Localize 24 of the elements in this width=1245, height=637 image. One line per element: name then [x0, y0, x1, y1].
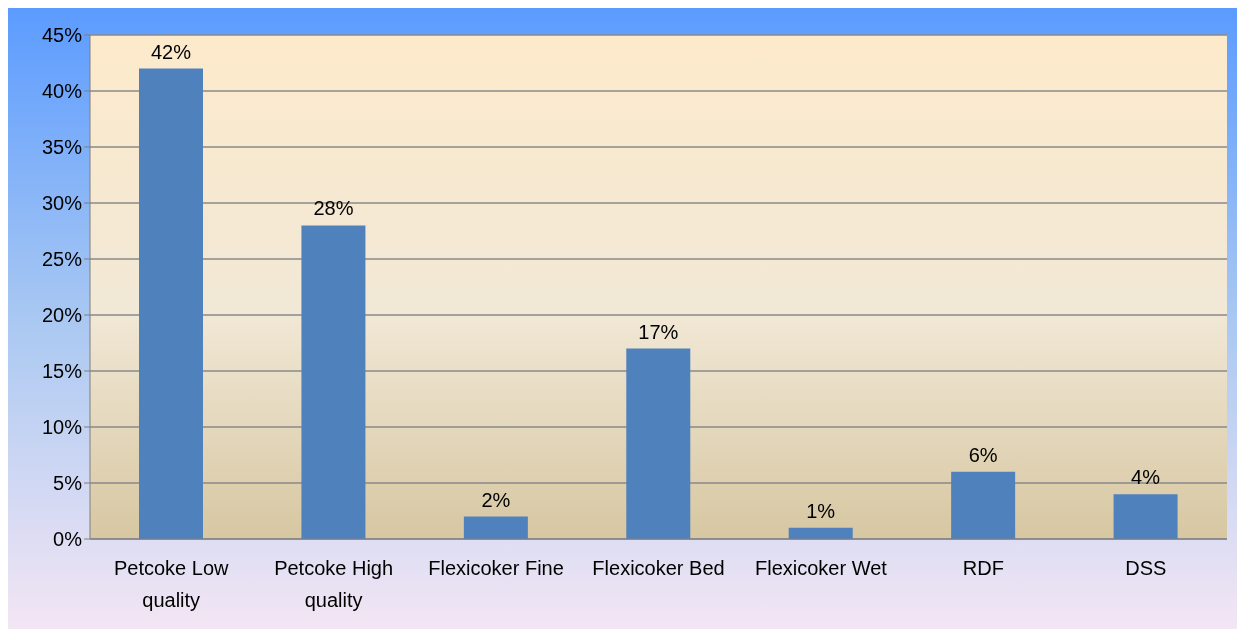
x-tick-label: Flexicoker Wet: [754, 557, 888, 580]
x-tick-label: Flexicoker Fine: [428, 557, 564, 580]
x-tick-label: DSS: [1125, 557, 1167, 580]
y-tick-label: 0%: [53, 528, 83, 551]
y-tick-label: 25%: [41, 248, 83, 271]
data-label: 28%: [313, 197, 354, 220]
data-label: 1%: [806, 499, 836, 522]
data-label: 17%: [638, 320, 679, 343]
data-label: 42%: [150, 40, 192, 63]
x-tick-label: Petcoke Low quality: [113, 557, 230, 612]
y-tick-label: 35%: [41, 136, 83, 159]
data-label: 2%: [481, 488, 511, 511]
x-tick-label: Flexicoker Bed: [592, 557, 725, 580]
x-tick-label: RDF: [962, 557, 1004, 580]
data-label: 4%: [1131, 466, 1161, 489]
x-tick-label: Petcoke High quality: [274, 557, 394, 612]
y-tick-label: 15%: [41, 360, 83, 383]
y-tick-label: 5%: [53, 472, 83, 495]
y-tick-label: 20%: [41, 304, 83, 327]
y-tick-label: 10%: [41, 416, 83, 439]
y-tick-label: 40%: [41, 80, 83, 103]
data-label: 6%: [968, 443, 998, 466]
y-tick-label: 30%: [41, 192, 83, 215]
y-tick-label: 45%: [41, 24, 83, 47]
